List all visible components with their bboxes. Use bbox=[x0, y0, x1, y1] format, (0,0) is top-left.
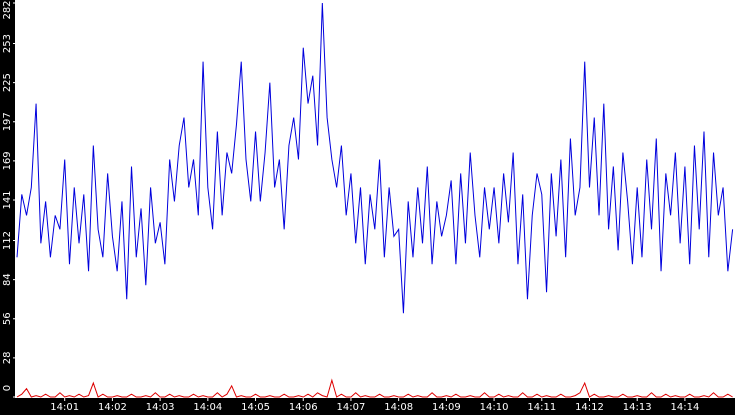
y-tick-label: 56 bbox=[2, 312, 13, 325]
x-tick-label: 14:13 bbox=[623, 402, 652, 413]
y-axis-band bbox=[0, 0, 15, 415]
x-tick-label: 14:12 bbox=[575, 402, 604, 413]
x-tick-label: 14:01 bbox=[50, 402, 79, 413]
x-tick-label: 14:02 bbox=[98, 402, 127, 413]
y-tick-label: 282 bbox=[2, 0, 13, 19]
x-tick-label: 14:04 bbox=[193, 402, 222, 413]
y-tick-label: 169 bbox=[2, 151, 13, 170]
y-tick-label: 253 bbox=[2, 34, 13, 53]
y-tick-label: 197 bbox=[2, 112, 13, 131]
x-tick-label: 14:05 bbox=[241, 402, 270, 413]
y-tick-label: 225 bbox=[2, 73, 13, 92]
x-tick-label: 14:09 bbox=[432, 402, 461, 413]
series-line bbox=[16, 2, 734, 314]
x-tick-label: 14:14 bbox=[670, 402, 699, 413]
x-tick-label: 14:08 bbox=[384, 402, 413, 413]
y-tick-label: 84 bbox=[2, 273, 13, 286]
y-tick-label: 141 bbox=[2, 190, 13, 209]
y-tick-label: 112 bbox=[2, 231, 13, 250]
x-axis-band bbox=[0, 398, 735, 415]
x-tick-label: 14:10 bbox=[480, 402, 509, 413]
x-tick-label: 14:06 bbox=[289, 402, 318, 413]
series-line bbox=[16, 378, 733, 398]
x-tick-label: 14:11 bbox=[527, 402, 556, 413]
y-tick-label: 0 bbox=[2, 385, 13, 391]
x-tick-label: 14:03 bbox=[146, 402, 175, 413]
x-tick-label: 14:07 bbox=[337, 402, 366, 413]
y-tick-label: 28 bbox=[2, 352, 13, 365]
